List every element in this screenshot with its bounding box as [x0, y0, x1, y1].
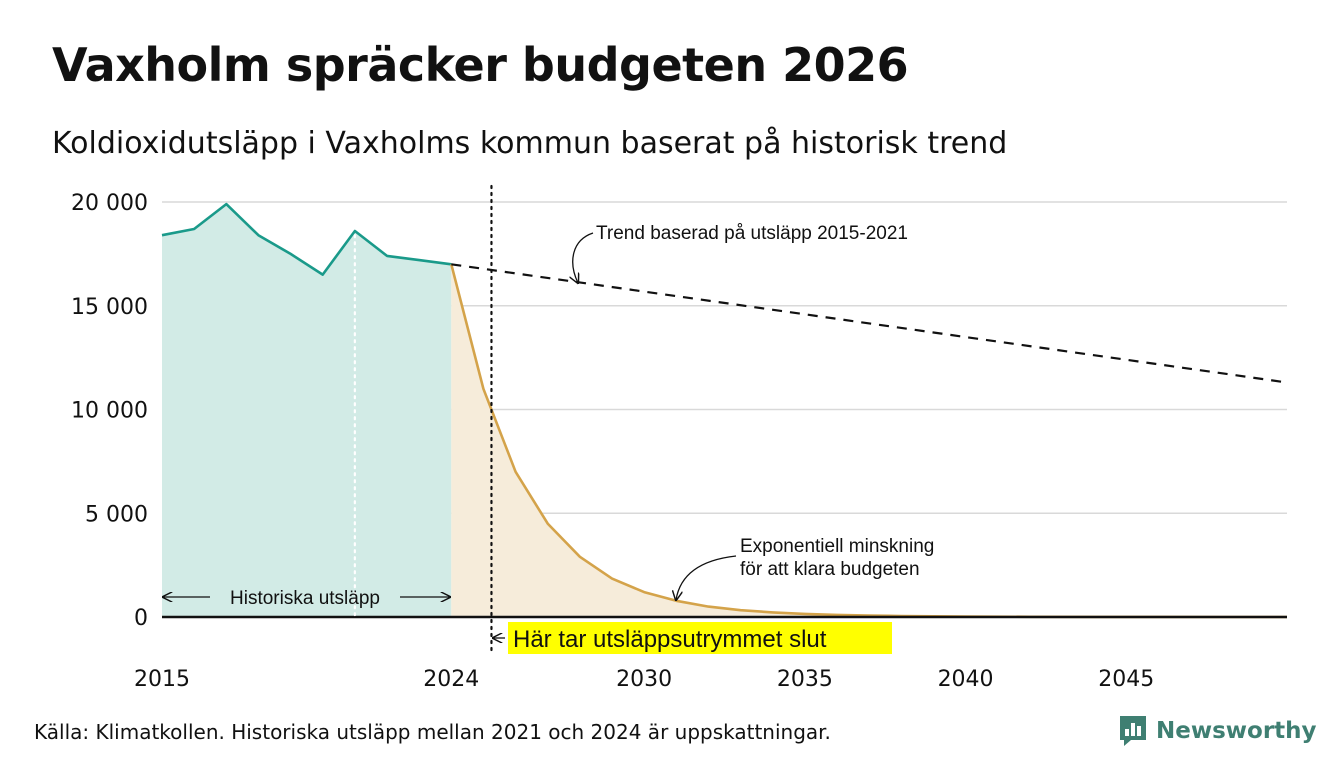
trend-label: Trend baserad på utsläpp 2015-2021	[596, 223, 908, 244]
x-tick-label: 2035	[777, 667, 833, 692]
y-tick-label: 0	[134, 606, 148, 631]
series-area-0	[162, 204, 452, 617]
x-tick-label: 2024	[423, 667, 479, 692]
brand-logo: Newsworthy	[1118, 714, 1317, 748]
end-label: Här tar utsläppsutrymmet slut	[513, 626, 827, 653]
decline-arrow	[676, 555, 737, 600]
chart-subtitle: Koldioxidutsläpp i Vaxholms kommun baser…	[52, 126, 1008, 161]
area-fills	[162, 204, 1287, 617]
y-tick-label: 20 000	[71, 191, 148, 216]
x-tick-label: 2040	[938, 667, 994, 692]
y-tick-label: 15 000	[71, 295, 148, 320]
series-line-2	[451, 263, 1288, 384]
newsworthy-logo-icon	[1120, 716, 1146, 746]
x-tick-label: 2045	[1098, 667, 1154, 692]
x-tick-label: 2015	[134, 667, 190, 692]
series-line-0	[161, 202, 452, 276]
y-tick-label: 5 000	[85, 502, 148, 527]
source-note: Källa: Klimatkollen. Historiska utsläpp …	[34, 720, 831, 744]
series-lines	[161, 202, 1288, 619]
annotations: Trend baserad på utsläpp 2015-2021 Expon…	[163, 223, 934, 654]
axis-ticks: 0 5 000 10 000 15 000 20 000 2015 2024 2030 2035…	[71, 191, 1154, 692]
decline-label-line1: Exponentiell minskning	[740, 536, 934, 557]
x-tick-label: 2030	[616, 667, 672, 692]
history-label: Historiska utsläpp	[230, 588, 380, 609]
end-label-highlight	[508, 622, 892, 654]
brand-name: Newsworthy	[1156, 718, 1317, 744]
series-area-1	[451, 264, 1287, 617]
trend-arrow	[573, 232, 594, 283]
decline-label-line2: för att klara budgeten	[740, 559, 920, 580]
y-tick-label: 10 000	[71, 399, 148, 424]
vertical-markers	[353, 184, 493, 657]
page-title: Vaxholm spräcker budgeten 2026	[52, 38, 909, 92]
